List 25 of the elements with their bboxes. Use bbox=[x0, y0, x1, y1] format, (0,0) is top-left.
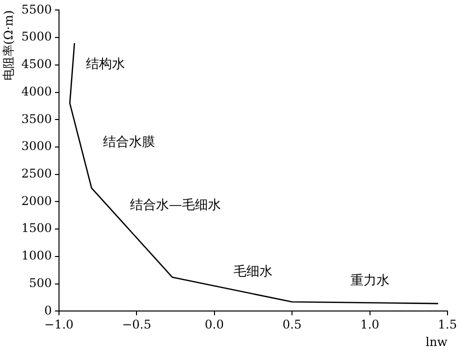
y-tick-label: 2000 bbox=[21, 194, 52, 208]
y-tick-label: 5000 bbox=[21, 30, 52, 44]
y-tick-label: 3500 bbox=[21, 112, 52, 126]
x-tick-label: −0.5 bbox=[122, 318, 152, 332]
y-tick-label: 4500 bbox=[21, 57, 52, 72]
annotation: 结合水膜 bbox=[102, 135, 155, 150]
x-tick-label: −1.0 bbox=[44, 318, 74, 332]
x-tick-label: 1.0 bbox=[360, 318, 380, 332]
y-tick-label: 1500 bbox=[21, 221, 52, 236]
annotation: 重力水 bbox=[350, 273, 390, 288]
annotation: 毛细水 bbox=[234, 264, 273, 280]
x-tick-label: 0.0 bbox=[204, 318, 224, 332]
y-tick-label: 0 bbox=[44, 303, 52, 318]
x-tick-label: 1.5 bbox=[438, 318, 458, 332]
y-tick-label: 1000 bbox=[21, 248, 52, 263]
annotation: 结合水—毛细水 bbox=[130, 198, 221, 214]
y-tick-label: 2500 bbox=[21, 166, 52, 181]
y-tick-label: 3000 bbox=[21, 139, 52, 154]
x-axis-title: lnw bbox=[426, 334, 448, 349]
y-tick-label: 500 bbox=[29, 276, 52, 290]
y-tick-label: 5500 bbox=[21, 2, 52, 16]
y-axis-title: 电阻率(Ω·m) bbox=[1, 10, 16, 81]
x-tick-label: 0.5 bbox=[282, 318, 302, 332]
y-tick-label: 4000 bbox=[21, 84, 52, 98]
annotation: 结构水 bbox=[86, 56, 126, 72]
